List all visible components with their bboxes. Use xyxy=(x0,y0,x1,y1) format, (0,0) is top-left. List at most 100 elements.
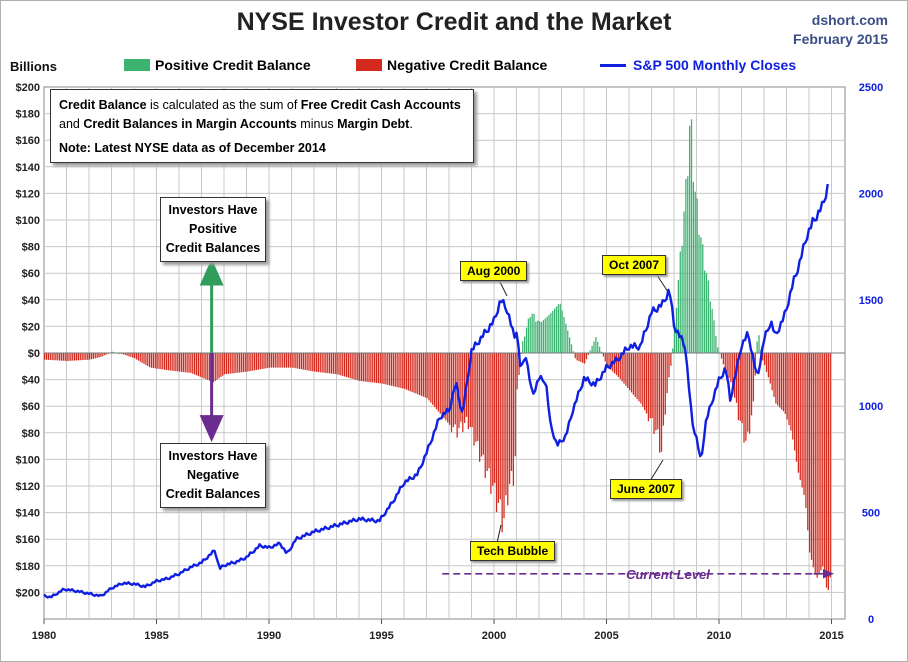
credit-bar xyxy=(602,353,605,357)
credit-bar xyxy=(779,353,781,408)
credit-bar xyxy=(516,353,518,390)
credit-bar xyxy=(342,353,344,376)
credit-bar xyxy=(510,353,513,472)
credit-bar xyxy=(668,353,670,378)
credit-bar xyxy=(55,353,57,361)
credit-bar xyxy=(662,353,665,426)
credit-bar xyxy=(98,353,100,358)
credit-bar xyxy=(257,353,260,370)
credit-bar xyxy=(265,353,267,369)
y2-tick-label: 0 xyxy=(868,614,874,626)
credit-bar xyxy=(203,353,205,379)
credit-bar xyxy=(443,353,445,419)
credit-bar xyxy=(629,353,631,391)
credit-bar xyxy=(458,353,460,428)
y-tick-label: $100 xyxy=(16,454,40,466)
credit-bar xyxy=(606,353,608,367)
credit-bar xyxy=(623,353,625,384)
credit-bar xyxy=(126,353,128,356)
credit-bar xyxy=(240,353,243,373)
credit-bar xyxy=(422,353,425,397)
credit-bar xyxy=(359,353,361,381)
credit-bar xyxy=(555,306,558,353)
credit-bar xyxy=(630,353,633,393)
credit-bar xyxy=(338,353,340,375)
credit-bar xyxy=(657,353,659,430)
credit-bar xyxy=(681,245,683,353)
credit-bar xyxy=(424,353,426,398)
credit-bar xyxy=(805,353,807,509)
credit-bar xyxy=(222,353,224,376)
credit-bar xyxy=(274,353,276,368)
credit-bar xyxy=(175,353,177,372)
credit-bar xyxy=(225,353,228,375)
credit-bar xyxy=(822,353,824,567)
y-tick-label: $180 xyxy=(16,109,40,121)
leader-tech-bubble xyxy=(496,524,502,544)
credit-bar xyxy=(507,353,509,506)
credit-bar xyxy=(567,330,569,353)
credit-bar xyxy=(578,353,580,362)
x-tick-label: 2005 xyxy=(594,630,618,642)
credit-bar xyxy=(441,353,443,416)
credit-bar xyxy=(743,353,745,443)
callout-oct-2007: Oct 2007 xyxy=(602,255,667,275)
credit-bar xyxy=(464,353,466,423)
credit-bar xyxy=(122,353,125,355)
credit-bar xyxy=(254,353,256,371)
credit-bar xyxy=(209,353,211,381)
credit-bar xyxy=(767,353,770,378)
credit-bar xyxy=(282,353,284,368)
credit-bar xyxy=(435,353,438,410)
credit-bar xyxy=(599,346,601,353)
credit-bar xyxy=(272,353,275,368)
x-tick-label: 1985 xyxy=(144,630,168,642)
credit-bar xyxy=(134,353,136,359)
y-tick-label: $80 xyxy=(22,428,40,440)
info-note: Note: Latest NYSE data as of December 20… xyxy=(59,141,326,155)
x-tick-label: 2000 xyxy=(482,630,506,642)
credit-bar xyxy=(490,353,492,494)
credit-bar xyxy=(180,353,183,372)
credit-bar xyxy=(565,323,567,353)
credit-bar xyxy=(780,353,783,410)
credit-bar xyxy=(214,353,216,381)
credit-bar xyxy=(317,353,320,373)
credit-bar xyxy=(692,181,695,353)
credit-bar xyxy=(100,353,102,357)
credit-bar xyxy=(81,353,83,361)
credit-bar xyxy=(434,353,436,408)
credit-bar xyxy=(263,353,265,369)
credit-bar xyxy=(576,353,578,361)
credit-bar xyxy=(280,353,282,368)
credit-bar xyxy=(535,321,537,353)
info-definition: Credit Balance is calculated as the sum … xyxy=(59,96,465,115)
credit-bar xyxy=(531,313,533,353)
credit-bar xyxy=(255,353,258,370)
credit-bar xyxy=(402,353,404,389)
credit-bar xyxy=(702,244,704,353)
credit-bar xyxy=(617,353,620,377)
credit-bar xyxy=(593,341,595,353)
credit-bar xyxy=(287,353,290,368)
credit-bar xyxy=(499,353,501,500)
chart-title: NYSE Investor Credit and the Market xyxy=(236,8,672,36)
credit-bar xyxy=(111,351,113,353)
credit-bar xyxy=(765,353,768,372)
credit-bar xyxy=(501,353,503,533)
credit-bar xyxy=(45,353,48,360)
credit-bar xyxy=(520,353,522,355)
info-term-margin-accounts: Credit Balances in Margin Accounts xyxy=(83,117,297,131)
credit-bar xyxy=(284,353,286,368)
credit-bar xyxy=(66,353,68,361)
credit-bar xyxy=(124,353,126,355)
y-tick-label: $60 xyxy=(22,401,40,413)
credit-bar xyxy=(360,353,363,382)
credit-bar xyxy=(160,353,162,370)
credit-bar xyxy=(450,353,453,433)
credit-bar xyxy=(362,353,365,382)
credit-bar xyxy=(539,321,541,353)
credit-bar xyxy=(561,310,563,353)
credit-bar xyxy=(413,353,415,393)
